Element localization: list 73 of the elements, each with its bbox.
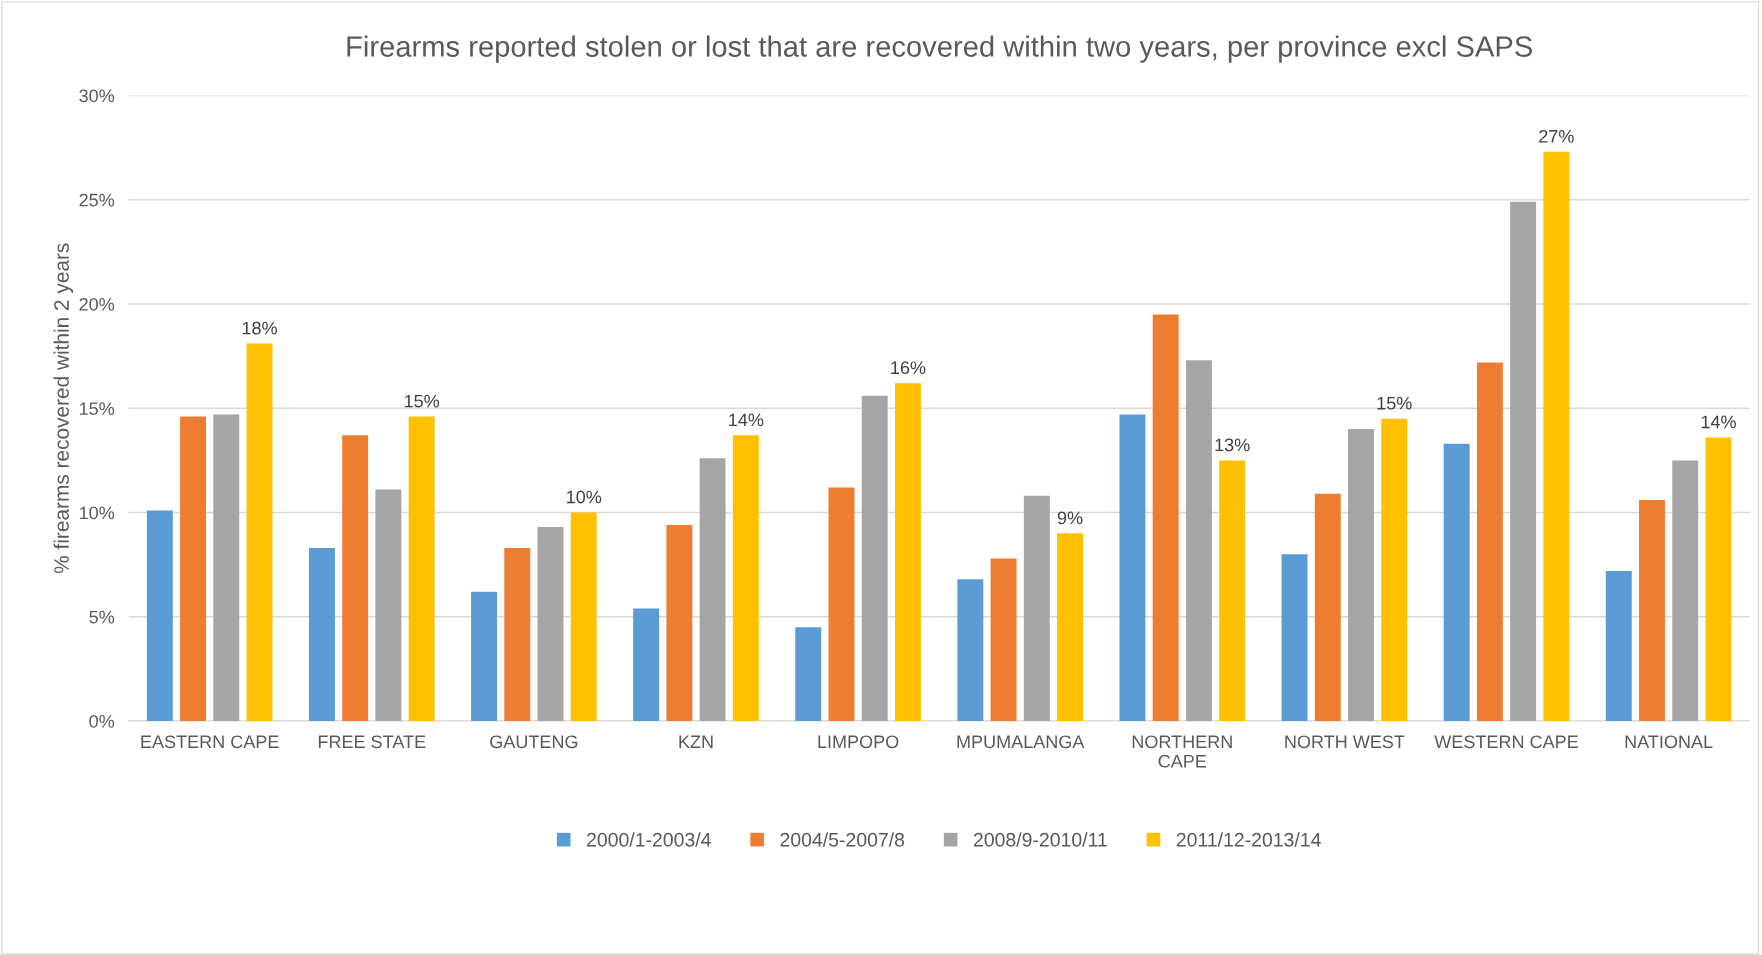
bar [990, 558, 1017, 722]
legend-label: 2011/12-2013/14 [1176, 832, 1321, 847]
x-tick-label: MPUMALANGA [957, 735, 1085, 749]
bar [1348, 429, 1374, 722]
x-tick-label: WESTERN CAPE [1434, 735, 1578, 749]
bar [1605, 570, 1632, 722]
bar [308, 547, 335, 722]
x-tick-label: FREE STATE [318, 735, 426, 749]
data-label: 14% [729, 413, 764, 427]
bar [732, 435, 759, 722]
bar [1314, 493, 1341, 722]
bar [1281, 554, 1308, 722]
bar [1543, 151, 1570, 722]
bar [1443, 443, 1470, 722]
data-label: 18% [242, 321, 277, 335]
bar [666, 525, 693, 722]
bar [894, 383, 921, 722]
x-tick-label: KZN [679, 735, 713, 748]
bar [957, 579, 984, 722]
bar [537, 527, 564, 722]
y-tick-label: 0% [89, 714, 115, 728]
bar [180, 416, 207, 722]
bar [1639, 500, 1665, 722]
bar [633, 608, 660, 722]
bar [375, 489, 402, 722]
bar [1119, 414, 1146, 722]
data-label: 14% [1701, 415, 1736, 429]
bar [471, 591, 498, 722]
data-label: 13% [1215, 438, 1250, 452]
bar [699, 458, 726, 722]
bar [213, 414, 240, 722]
data-label: 9% [1057, 511, 1083, 525]
chart-title: Firearms reported stolen or lost that are recovered within two years, per province excl SAPS [347, 35, 1532, 63]
x-tick-label: GAUTENG [490, 735, 578, 749]
y-tick-label: 5% [89, 610, 115, 624]
bar [1185, 360, 1212, 722]
bar [1057, 533, 1084, 722]
legend-label: 2008/9-2010/11 [973, 832, 1107, 847]
bar [1381, 418, 1408, 722]
x-tick-label: NORTH WEST [1285, 735, 1405, 749]
y-tick-label: 25% [79, 193, 115, 207]
bar [795, 627, 822, 722]
data-label: 16% [891, 361, 926, 375]
data-label: 15% [1377, 396, 1412, 410]
bar [146, 510, 173, 722]
bar [570, 512, 597, 722]
bar [1672, 460, 1699, 722]
bar [861, 395, 888, 722]
bar [1152, 314, 1179, 722]
y-tick-label: 30% [79, 89, 115, 103]
bar [408, 416, 435, 722]
bar [1705, 437, 1732, 722]
bar [1510, 201, 1537, 722]
bar [1219, 460, 1246, 722]
data-label: 15% [404, 394, 440, 408]
y-tick-label: 10% [79, 506, 115, 520]
legend-label: 2004/5-2007/8 [780, 832, 905, 847]
x-tick-label: NORTHERN CAPE [1132, 735, 1232, 768]
x-tick-label: NATIONAL [1625, 735, 1713, 749]
y-axis-title: % firearms recovered within 2 years [53, 243, 74, 574]
data-label: 27% [1539, 129, 1574, 143]
legend-label: 2000/1-2003/4 [587, 832, 711, 847]
bar [504, 547, 531, 722]
y-tick-label: 15% [79, 402, 115, 415]
bar [246, 343, 273, 722]
data-label: 10% [567, 490, 602, 504]
bar [1023, 495, 1050, 722]
x-tick-label: LIMPOPO [818, 735, 899, 749]
y-tick-label: 20% [79, 297, 115, 311]
bar [828, 487, 855, 722]
x-tick-label: EASTERN CAPE [141, 735, 279, 749]
bar [1476, 362, 1503, 722]
bar [342, 435, 369, 722]
